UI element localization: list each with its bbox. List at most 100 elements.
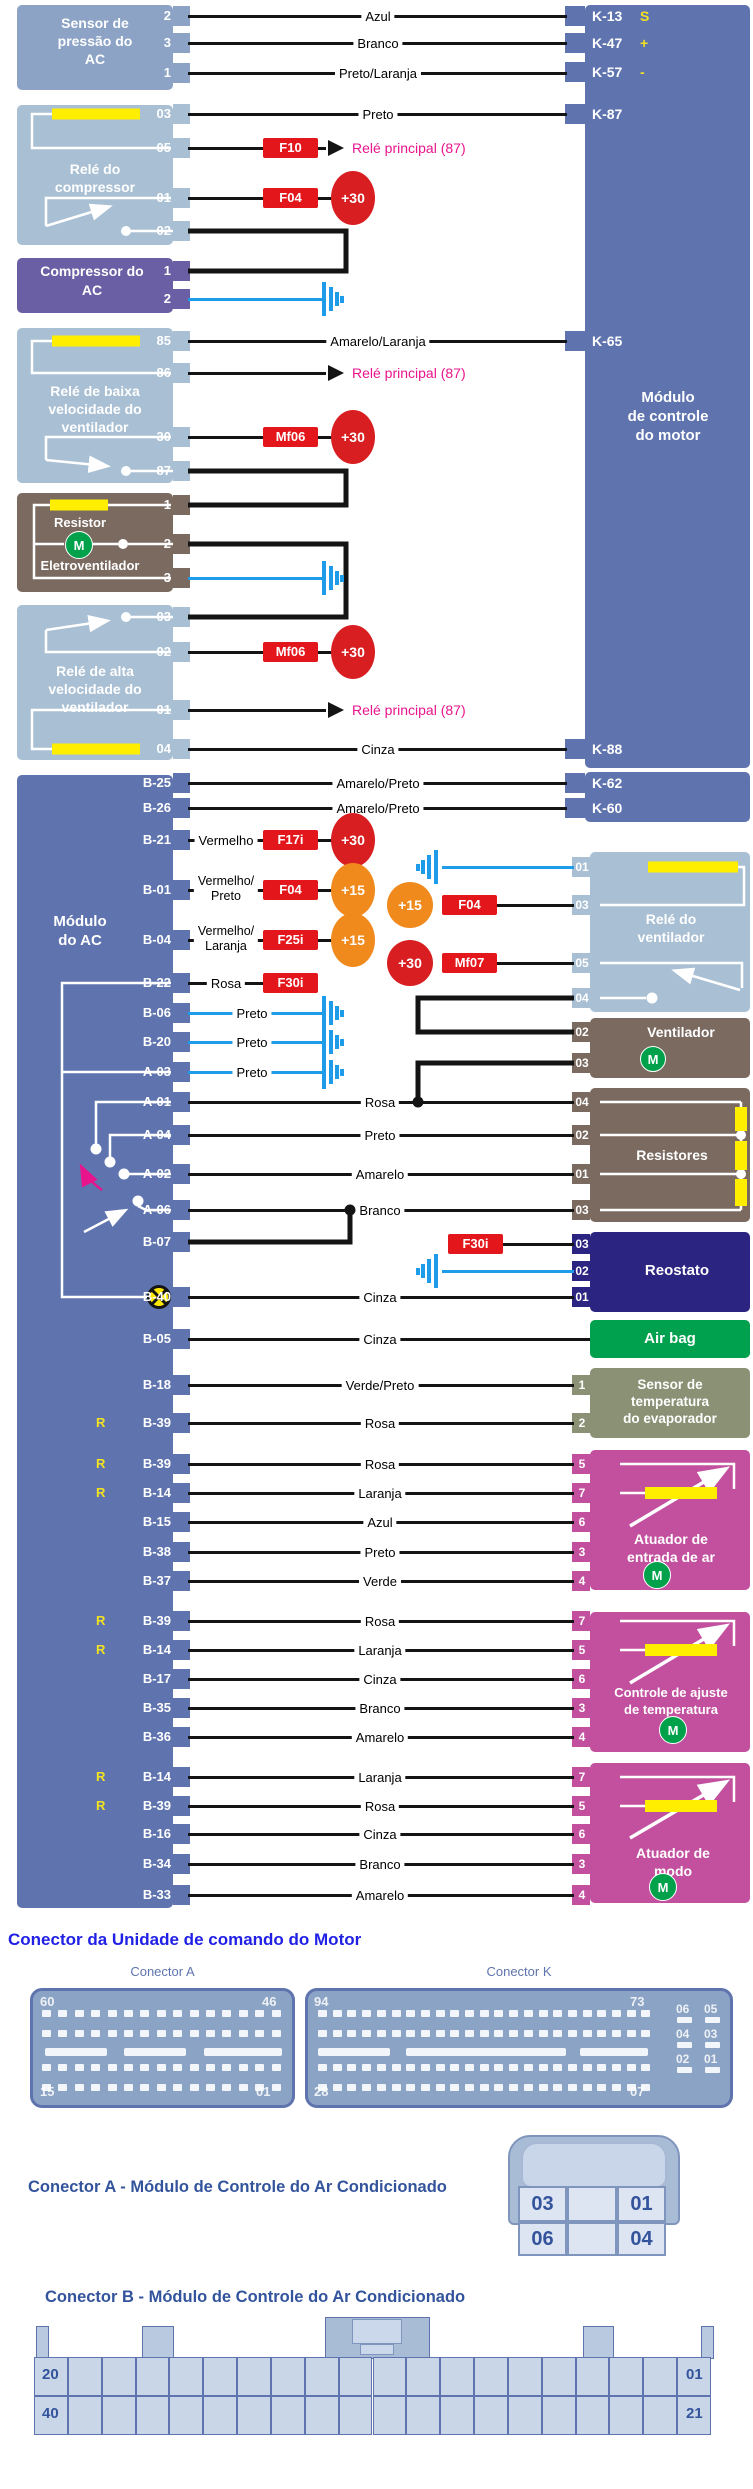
connector-pin bbox=[553, 2084, 563, 2091]
connector-pin bbox=[406, 2064, 416, 2071]
connector-pin bbox=[189, 2030, 199, 2037]
arrow-icon bbox=[328, 702, 344, 718]
pin-tab bbox=[572, 1669, 590, 1689]
pin-tab bbox=[572, 1796, 590, 1816]
r-mark: R bbox=[96, 1613, 106, 1628]
power-supply: +15 bbox=[331, 913, 375, 967]
conn-k-side-label: 04 bbox=[676, 2027, 690, 2041]
connector-pin bbox=[362, 2030, 372, 2037]
connector-pin bbox=[420, 2064, 430, 2071]
ground-icon bbox=[329, 1001, 333, 1025]
pin-label: B-39 bbox=[142, 1415, 171, 1430]
pin-label: B-37 bbox=[142, 1573, 171, 1588]
connector-pin bbox=[597, 2084, 607, 2091]
power-supply: +30 bbox=[331, 171, 375, 225]
pin-label: K-60 bbox=[592, 800, 623, 816]
block-compressor-ac bbox=[17, 258, 173, 313]
pin-label: B-15 bbox=[142, 1514, 171, 1529]
connector-pin bbox=[332, 2064, 342, 2071]
connector-pin bbox=[238, 2064, 248, 2071]
connector-pin bbox=[567, 2030, 577, 2037]
pin-label: 1 bbox=[163, 263, 171, 278]
pin-label: K-62 bbox=[592, 775, 623, 791]
pin-label: B-14 bbox=[142, 1769, 171, 1784]
pin-tab bbox=[173, 1092, 190, 1112]
wire-color-label: Laranja bbox=[354, 1767, 406, 1787]
connector-pin bbox=[255, 2010, 265, 2017]
power-supply: +15 bbox=[387, 882, 433, 928]
conn-b-tab bbox=[36, 2326, 49, 2359]
connector-pin bbox=[91, 2084, 101, 2091]
pin-label: 3 bbox=[578, 1701, 586, 1715]
wire-color-label: Branco bbox=[355, 1200, 405, 1220]
fuse-chip: F10 bbox=[263, 138, 318, 158]
pin-label: 85 bbox=[156, 333, 171, 348]
conn-b-cell bbox=[507, 2357, 542, 2396]
ground-icon bbox=[329, 1030, 333, 1054]
connector-pin bbox=[255, 2064, 265, 2071]
wire-color-label: Vermelho bbox=[194, 830, 258, 850]
pin-tab bbox=[173, 830, 190, 850]
connector-pin bbox=[362, 2084, 372, 2091]
pin-tab bbox=[173, 880, 190, 900]
wire-color-label: Preto bbox=[358, 104, 398, 124]
connector-pin bbox=[173, 2010, 183, 2017]
pin-tab bbox=[572, 1287, 590, 1307]
connector-pin bbox=[567, 2010, 577, 2017]
block-air-bag bbox=[590, 1320, 750, 1358]
connector-pin bbox=[406, 2030, 416, 2037]
wire-color-label: Amarelo bbox=[351, 1164, 409, 1184]
ground-icon bbox=[340, 295, 344, 303]
connector-pin bbox=[567, 2084, 577, 2091]
ground-icon bbox=[427, 1259, 431, 1283]
pin-label: 7 bbox=[578, 1770, 586, 1784]
connector-pin bbox=[42, 2010, 51, 2017]
pin-tab bbox=[173, 1413, 190, 1433]
pin-tab bbox=[173, 1232, 190, 1252]
ground-wire bbox=[442, 1269, 574, 1273]
pin-tab bbox=[572, 1854, 590, 1874]
pin-tab bbox=[173, 1824, 190, 1844]
motor-icon: M bbox=[649, 1873, 677, 1901]
connector-pin bbox=[479, 2030, 489, 2037]
pin-label: 05 bbox=[156, 140, 171, 155]
connector-pin bbox=[597, 2064, 607, 2071]
ground-icon bbox=[322, 996, 326, 1030]
conn-b-cell bbox=[440, 2357, 475, 2396]
connector-pin bbox=[173, 2030, 183, 2037]
wire-color-label: Cinza bbox=[357, 739, 399, 759]
wire-color-label: Preto bbox=[232, 1032, 272, 1052]
conn-b-cell bbox=[677, 2396, 711, 2435]
connector-pin bbox=[626, 2084, 636, 2091]
conn-b-cell bbox=[169, 2396, 204, 2435]
pin-label: 4 bbox=[578, 1888, 586, 1902]
pin-label: B-34 bbox=[142, 1856, 171, 1871]
pin-label: 01 bbox=[575, 1290, 589, 1304]
pin-label: 01 bbox=[575, 1167, 589, 1181]
connector-pin bbox=[332, 2084, 342, 2091]
connector-pin bbox=[42, 2030, 51, 2037]
connector-pin bbox=[238, 2010, 248, 2017]
connector-pin bbox=[523, 2030, 533, 2037]
connector-pin bbox=[479, 2084, 489, 2091]
connector-pin bbox=[140, 2030, 150, 2037]
wire bbox=[318, 650, 333, 654]
wire-color-label: Branco bbox=[355, 1698, 405, 1718]
block-title-compressor-ac: Compressor do AC bbox=[40, 263, 144, 298]
conn-b-cell bbox=[135, 2357, 170, 2396]
conn-b-cell bbox=[34, 2396, 68, 2435]
connector-pin bbox=[271, 2084, 281, 2091]
conn-k-corner: 94 bbox=[314, 1994, 329, 2009]
connector-pin bbox=[538, 2030, 548, 2037]
pin-tab bbox=[173, 1200, 190, 1220]
fuse-chip: F30i bbox=[448, 1234, 503, 1254]
pin-label: K-57 bbox=[592, 64, 623, 80]
conn-a-module-title: Conector A - Módulo de Controle do Ar Co… bbox=[28, 2178, 447, 2196]
wire-color-label: Rosa bbox=[360, 1413, 400, 1433]
pin-tab bbox=[173, 461, 190, 481]
wire-color-label: Rosa bbox=[360, 1092, 400, 1112]
connector-pin bbox=[406, 2010, 416, 2017]
conn-k-side-label: 02 bbox=[676, 2052, 690, 2066]
ground-icon bbox=[329, 1060, 333, 1084]
connector-pin bbox=[479, 2010, 489, 2017]
